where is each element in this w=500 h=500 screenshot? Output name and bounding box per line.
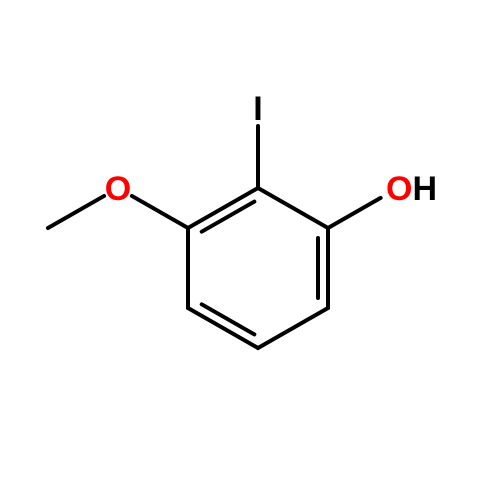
atom-label-OH: OH (386, 170, 437, 208)
molecule-canvas: I OH O (0, 0, 500, 500)
bond (258, 188, 328, 228)
bond (132, 196, 188, 228)
bond (258, 308, 328, 348)
atom-label-I: I (253, 90, 262, 128)
bond (188, 188, 258, 228)
bond (48, 196, 104, 228)
bond (328, 198, 381, 228)
bond (188, 308, 258, 348)
atom-label-O: O (105, 170, 131, 208)
